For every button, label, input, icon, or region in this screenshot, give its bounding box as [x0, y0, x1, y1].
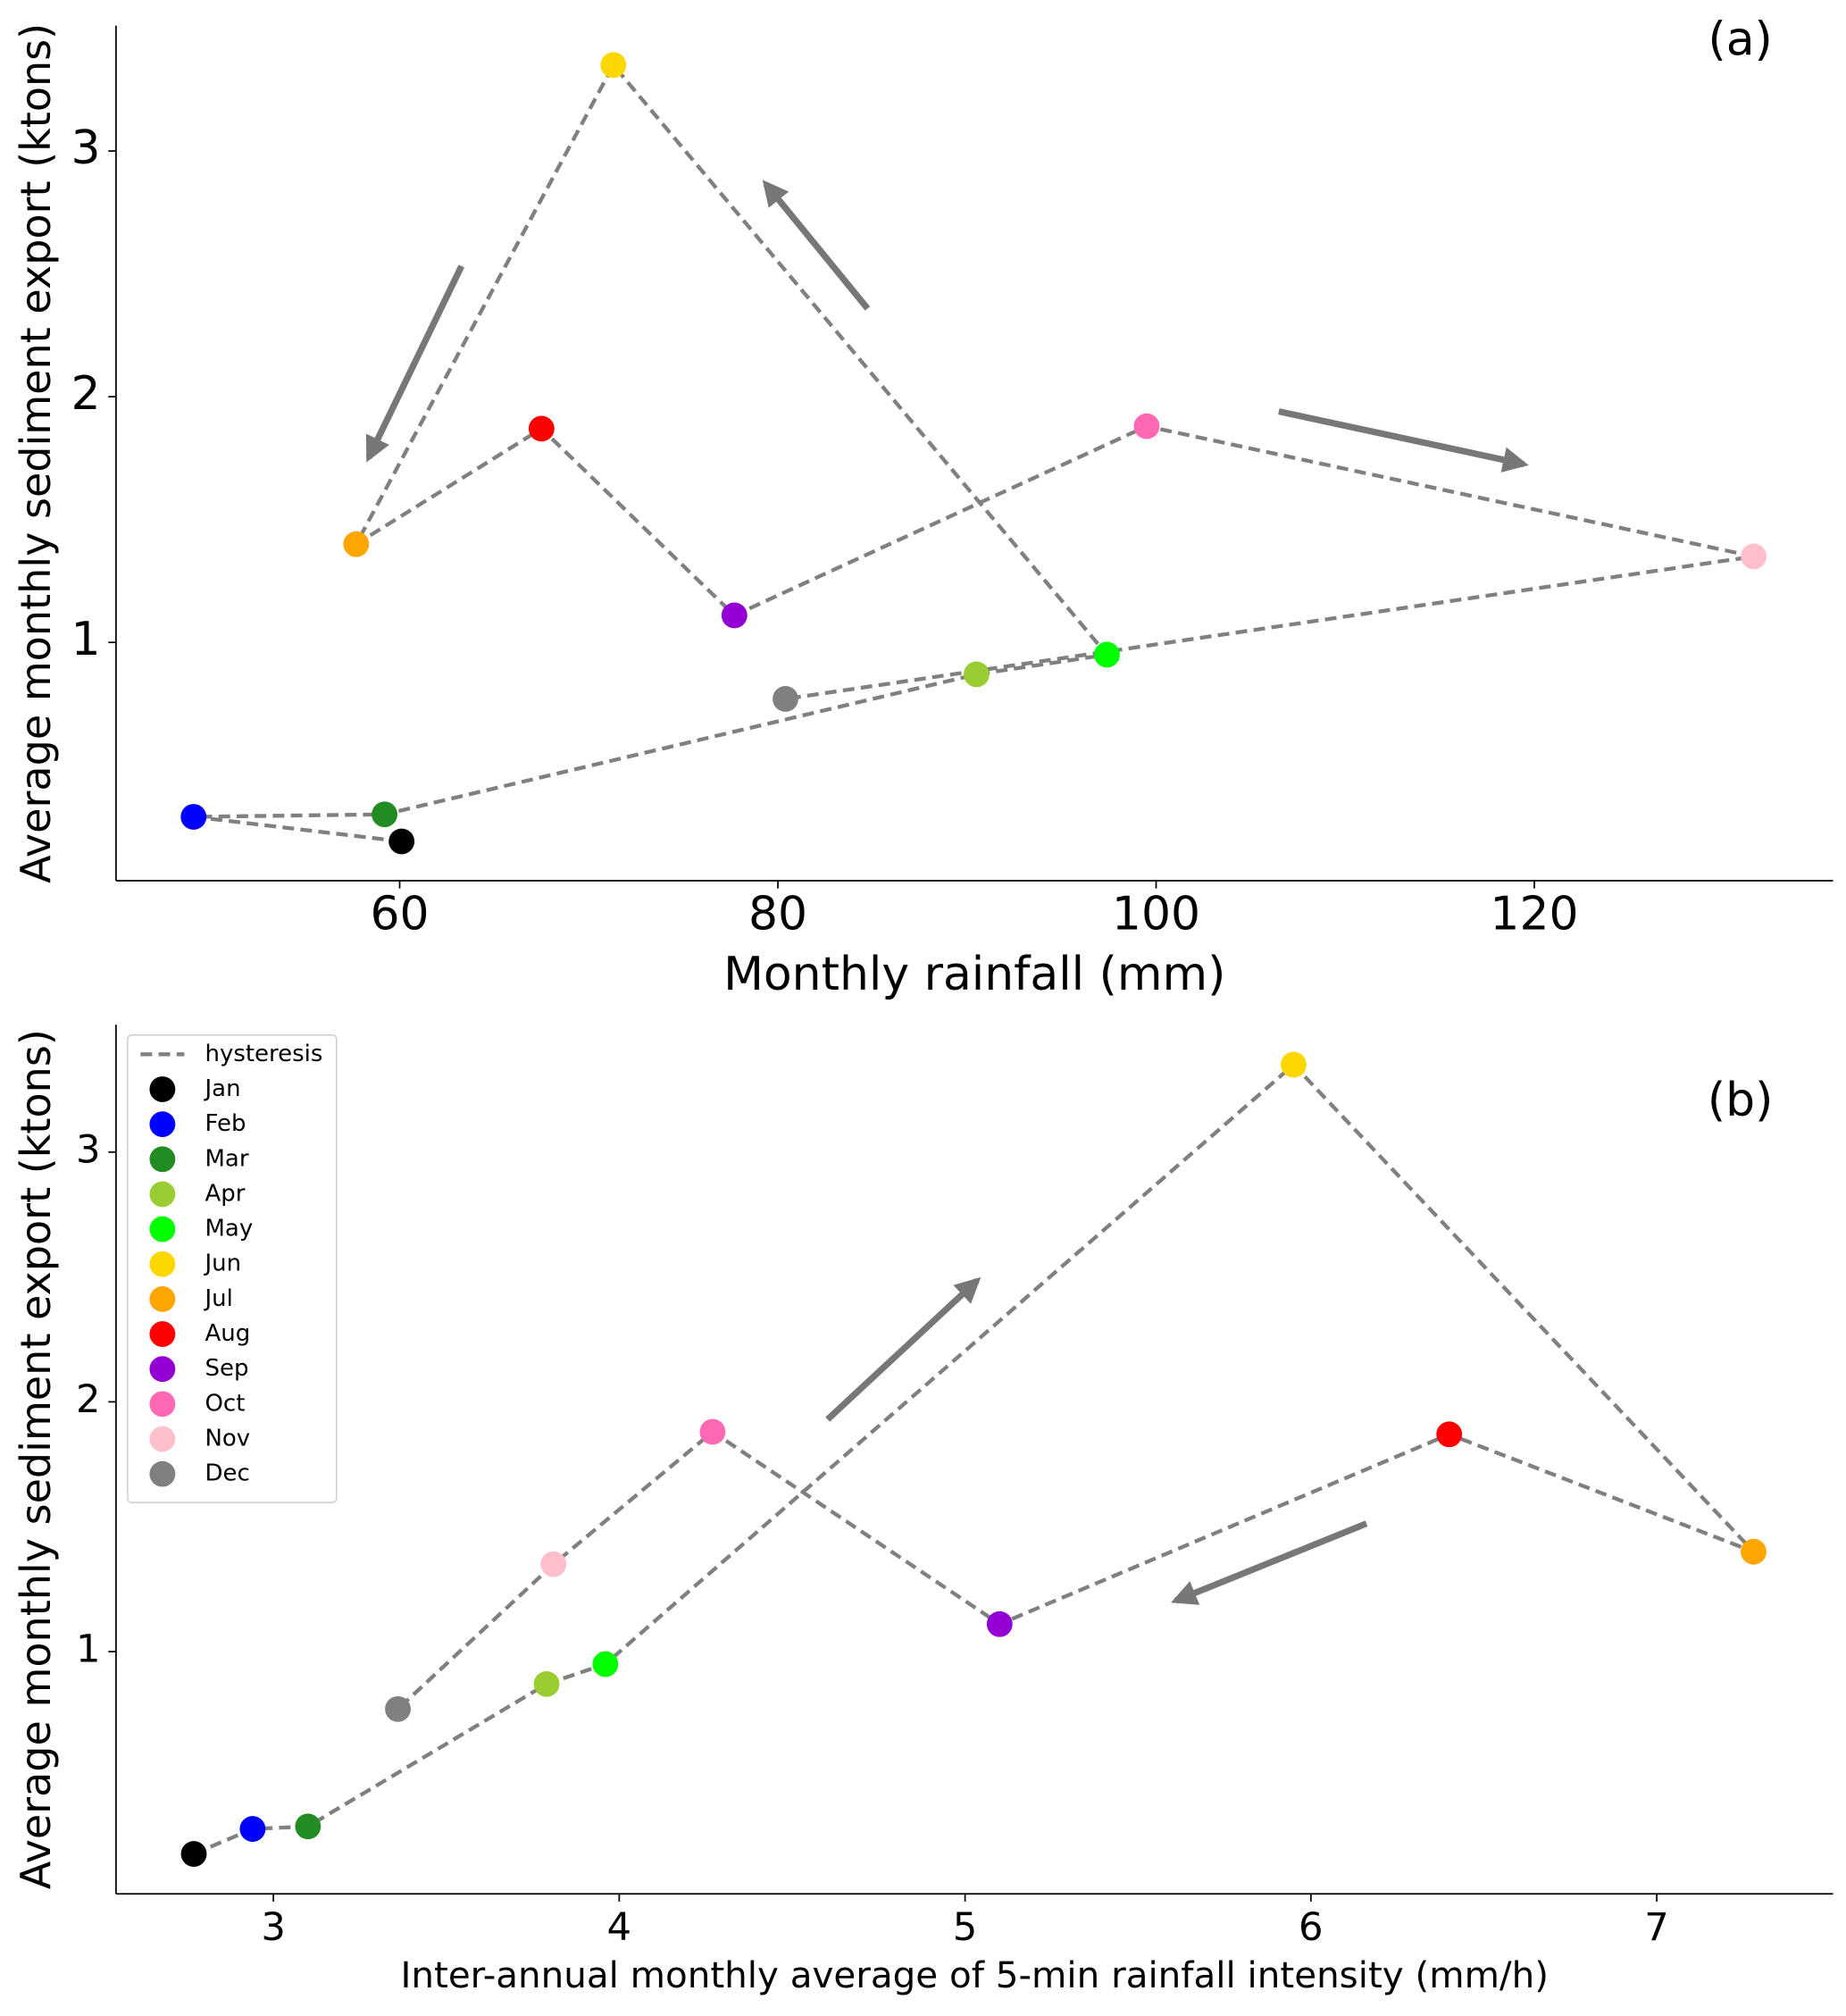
legend: hysteresis Jan Feb Mar Apr May Jun Jul Aug Sep Oct… [127, 1034, 338, 1503]
y-tick-label: 1 [71, 613, 101, 666]
y-axis-label: Average monthly sediment export (ktons) [12, 1029, 60, 1889]
legend-swatch [149, 1391, 176, 1418]
x-tick-label: 3 [261, 1905, 286, 1950]
arrow [762, 180, 871, 311]
y-tick-label: 2 [71, 367, 101, 421]
point [1281, 1051, 1307, 1078]
arrow [365, 264, 464, 463]
legend-label: Oct [205, 1390, 246, 1417]
point [540, 1551, 567, 1577]
x-tick-label: 60 [370, 887, 429, 941]
x-tick-label: 6 [1299, 1905, 1324, 1950]
point [385, 1695, 411, 1722]
point [1436, 1421, 1463, 1448]
x-axis-label: Inter-annual monthly average of 5-min ra… [400, 1954, 1549, 1996]
point [721, 602, 748, 629]
legend-label: Nov [205, 1426, 251, 1452]
y-tick-label: 1 [76, 1627, 101, 1672]
legend-swatch [149, 1321, 176, 1347]
legend-label: Mar [205, 1145, 249, 1172]
legend-swatch [149, 1146, 176, 1173]
point [343, 531, 370, 557]
y-tick-label: 2 [76, 1377, 101, 1422]
point [773, 686, 798, 712]
y-tick-label: 3 [76, 1127, 101, 1172]
y-tick-label: 3 [71, 121, 101, 175]
arrow [825, 1276, 981, 1422]
legend-label: Jul [204, 1285, 233, 1312]
hysteresis-line [193, 61, 1755, 844]
x-tick-label: 80 [748, 887, 807, 941]
point [528, 415, 555, 442]
legend-label: May [205, 1216, 254, 1242]
legend-label: Feb [205, 1110, 246, 1137]
hysteresis-line [193, 1061, 1756, 1856]
legend-swatch [149, 1460, 176, 1487]
point [180, 804, 207, 830]
point [533, 1670, 560, 1697]
panel-label: (b) [1708, 1074, 1774, 1127]
arrow [1171, 1520, 1368, 1605]
legend-label: Sep [205, 1355, 249, 1382]
point [295, 1813, 322, 1840]
legend-swatch [149, 1426, 176, 1452]
point [986, 1610, 1013, 1637]
x-tick-label: 100 [1112, 887, 1200, 941]
legend-label: Aug [205, 1320, 251, 1347]
point [963, 661, 990, 688]
legend-label: Jan [204, 1075, 241, 1102]
point [600, 52, 627, 79]
arrow [1278, 408, 1529, 473]
legend-label: hysteresis [205, 1041, 323, 1067]
point [180, 1841, 207, 1867]
legend-label: Jun [204, 1251, 242, 1277]
point [1741, 1538, 1767, 1565]
point [372, 801, 398, 828]
legend-swatch [149, 1216, 176, 1242]
panel-label: (a) [1708, 13, 1772, 67]
point [239, 1816, 266, 1842]
x-tick-label: 4 [607, 1905, 632, 1950]
point [699, 1418, 726, 1445]
legend-swatch [149, 1181, 176, 1208]
x-axis-label: Monthly rainfall (mm) [723, 948, 1225, 1001]
point [388, 828, 415, 855]
direction-arrows [365, 180, 1529, 1605]
legend-label: Dec [205, 1460, 250, 1487]
x-tick-label: 7 [1644, 1905, 1669, 1950]
y-axis-label: Average monthly sediment export (ktons) [12, 23, 60, 883]
panel: 3 4 5 6 7 1 2 3 Inter-annual monthly average of … [12, 1025, 1833, 1996]
point [1133, 413, 1160, 439]
panel: 60 80 100 120 1 2 3 Monthly rainfall (mm) Averag… [12, 13, 1833, 1001]
legend-swatch [149, 1076, 176, 1102]
x-tick-label: 5 [953, 1905, 978, 1950]
legend-swatch [149, 1111, 176, 1138]
legend-swatch [149, 1356, 176, 1383]
legend-label: Apr [205, 1180, 246, 1207]
legend-box [127, 1034, 338, 1503]
x-tick-label: 120 [1490, 887, 1578, 941]
point [1741, 543, 1767, 570]
point [1094, 641, 1120, 668]
legend-swatch [149, 1285, 176, 1312]
legend-swatch [149, 1251, 176, 1277]
point [592, 1651, 619, 1677]
